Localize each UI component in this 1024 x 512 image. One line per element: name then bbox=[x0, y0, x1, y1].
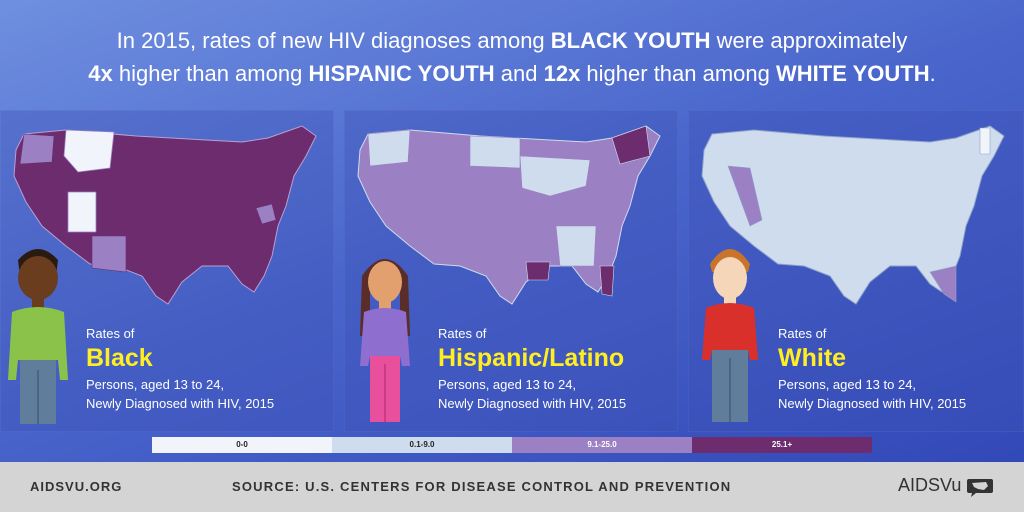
rates-of-label: Rates of bbox=[86, 326, 135, 341]
site-link[interactable]: AIDSVU.ORG bbox=[30, 479, 123, 494]
legend: 0-0 0.1-9.0 9.1-25.0 25.1+ bbox=[152, 437, 872, 453]
legend-item-0-0: 0-0 bbox=[152, 437, 332, 453]
group-label-white: White bbox=[778, 344, 847, 372]
legend-item-25.1-plus: 25.1+ bbox=[692, 437, 872, 453]
caption-white: Rates of White Persons, aged 13 to 24, N… bbox=[778, 326, 966, 412]
legend-item-9.1-25.0: 9.1-25.0 bbox=[512, 437, 692, 453]
source-note: SOURCE: U.S. CENTERS FOR DISEASE CONTROL… bbox=[232, 479, 732, 494]
headline-line-2: 4x higher than among HISPANIC YOUTH and … bbox=[0, 57, 1024, 90]
speech-bubble-map-icon bbox=[967, 479, 993, 497]
footer: AIDSVU.ORG SOURCE: U.S. CENTERS FOR DISE… bbox=[0, 462, 1024, 512]
headline-hispanic-youth: HISPANIC YOUTH bbox=[308, 61, 495, 86]
legend-item-0.1-9.0: 0.1-9.0 bbox=[332, 437, 512, 453]
headline-white-youth: WHITE YOUTH bbox=[776, 61, 930, 86]
headline-line-1: In 2015, rates of new HIV diagnoses amon… bbox=[0, 24, 1024, 57]
headline-text: higher than among bbox=[580, 61, 777, 86]
rates-of-label: Rates of bbox=[778, 326, 827, 341]
headline-text: and bbox=[494, 61, 544, 86]
rates-of-label: Rates of bbox=[438, 326, 487, 341]
caption-desc-line-1: Persons, aged 13 to 24, bbox=[86, 377, 225, 392]
headline-4x: 4x bbox=[88, 61, 113, 86]
headline-black-youth: BLACK YOUTH bbox=[550, 28, 711, 53]
headline-12x: 12x bbox=[543, 61, 581, 86]
panel-hispanic: Rates of Hispanic/Latino Persons, aged 1… bbox=[344, 110, 678, 432]
headline-text: were approximately bbox=[710, 28, 908, 53]
headline-text: In 2015, rates of new HIV diagnoses amon… bbox=[116, 28, 551, 53]
caption-black: Rates of Black Persons, aged 13 to 24, N… bbox=[86, 326, 274, 412]
brand-logo-text: AIDSVu bbox=[898, 475, 962, 495]
group-label-hispanic: Hispanic/Latino bbox=[438, 344, 625, 372]
caption-desc-line-2: Newly Diagnosed with HIV, 2015 bbox=[778, 396, 967, 411]
white-youth-figure bbox=[702, 249, 758, 422]
black-youth-figure bbox=[8, 249, 68, 424]
headline: In 2015, rates of new HIV diagnoses amon… bbox=[0, 24, 1024, 90]
caption-hispanic: Rates of Hispanic/Latino Persons, aged 1… bbox=[438, 326, 626, 412]
hispanic-youth-figure bbox=[360, 259, 410, 422]
caption-desc-line-1: Persons, aged 13 to 24, bbox=[778, 377, 917, 392]
panel-black: Rates of Black Persons, aged 13 to 24, N… bbox=[0, 110, 334, 432]
caption-desc-line-1: Persons, aged 13 to 24, bbox=[438, 377, 577, 392]
caption-desc-line-2: Newly Diagnosed with HIV, 2015 bbox=[86, 396, 275, 411]
headline-text: higher than among bbox=[112, 61, 309, 86]
us-map-black bbox=[13, 125, 317, 305]
group-label-black: Black bbox=[86, 344, 153, 372]
headline-text: . bbox=[929, 61, 936, 86]
us-map-white bbox=[701, 125, 1005, 305]
us-map-hispanic bbox=[357, 125, 661, 305]
caption-desc-line-2: Newly Diagnosed with HIV, 2015 bbox=[438, 396, 627, 411]
panel-white: Rates of White Persons, aged 13 to 24, N… bbox=[688, 110, 1024, 432]
